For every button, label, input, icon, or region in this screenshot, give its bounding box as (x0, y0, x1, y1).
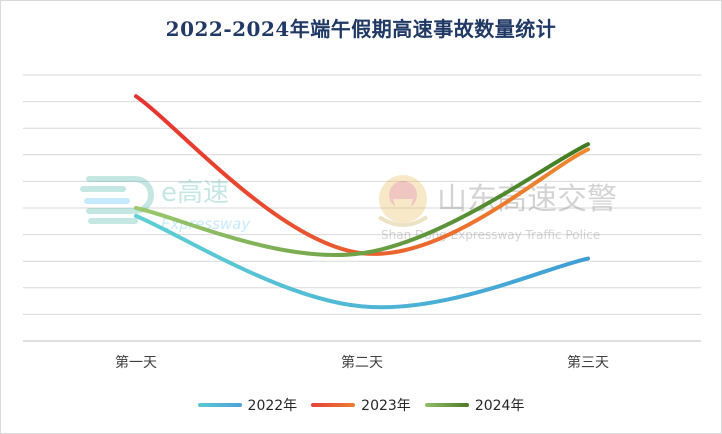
expressway-logo-text: e高速 (161, 178, 229, 208)
x-axis: 第一天 第二天 第三天 (115, 354, 609, 371)
police-emblem-icon (377, 175, 429, 227)
gridlines (23, 74, 701, 342)
expressway-watermark: e高速 Expressway (80, 176, 251, 233)
x-tick-label: 第一天 (115, 354, 157, 371)
series-lines (134, 94, 590, 310)
legend-swatch (197, 403, 242, 407)
legend-label: 2024年 (474, 398, 525, 414)
legend: 2022年 2023年 2024年 (1, 395, 721, 415)
expressway-logo-subtext: Expressway (161, 215, 251, 233)
x-tick-label: 第三天 (567, 354, 609, 371)
legend-item: 2022年 (197, 395, 298, 415)
legend-swatch (311, 403, 356, 407)
legend-item: 2024年 (424, 395, 525, 415)
legend-label: 2022年 (247, 398, 298, 414)
legend-swatch (424, 403, 469, 407)
expressway-logo-icon (80, 176, 154, 224)
legend-label: 2023年 (361, 398, 411, 414)
series-line-3 (134, 142, 590, 257)
x-tick-label: 第二天 (341, 354, 383, 371)
chart-title: 2022-2024年端午假期高速事故数量统计 (165, 17, 557, 41)
legend-item: 2023年 (311, 395, 411, 415)
series-line-1 (134, 213, 590, 310)
